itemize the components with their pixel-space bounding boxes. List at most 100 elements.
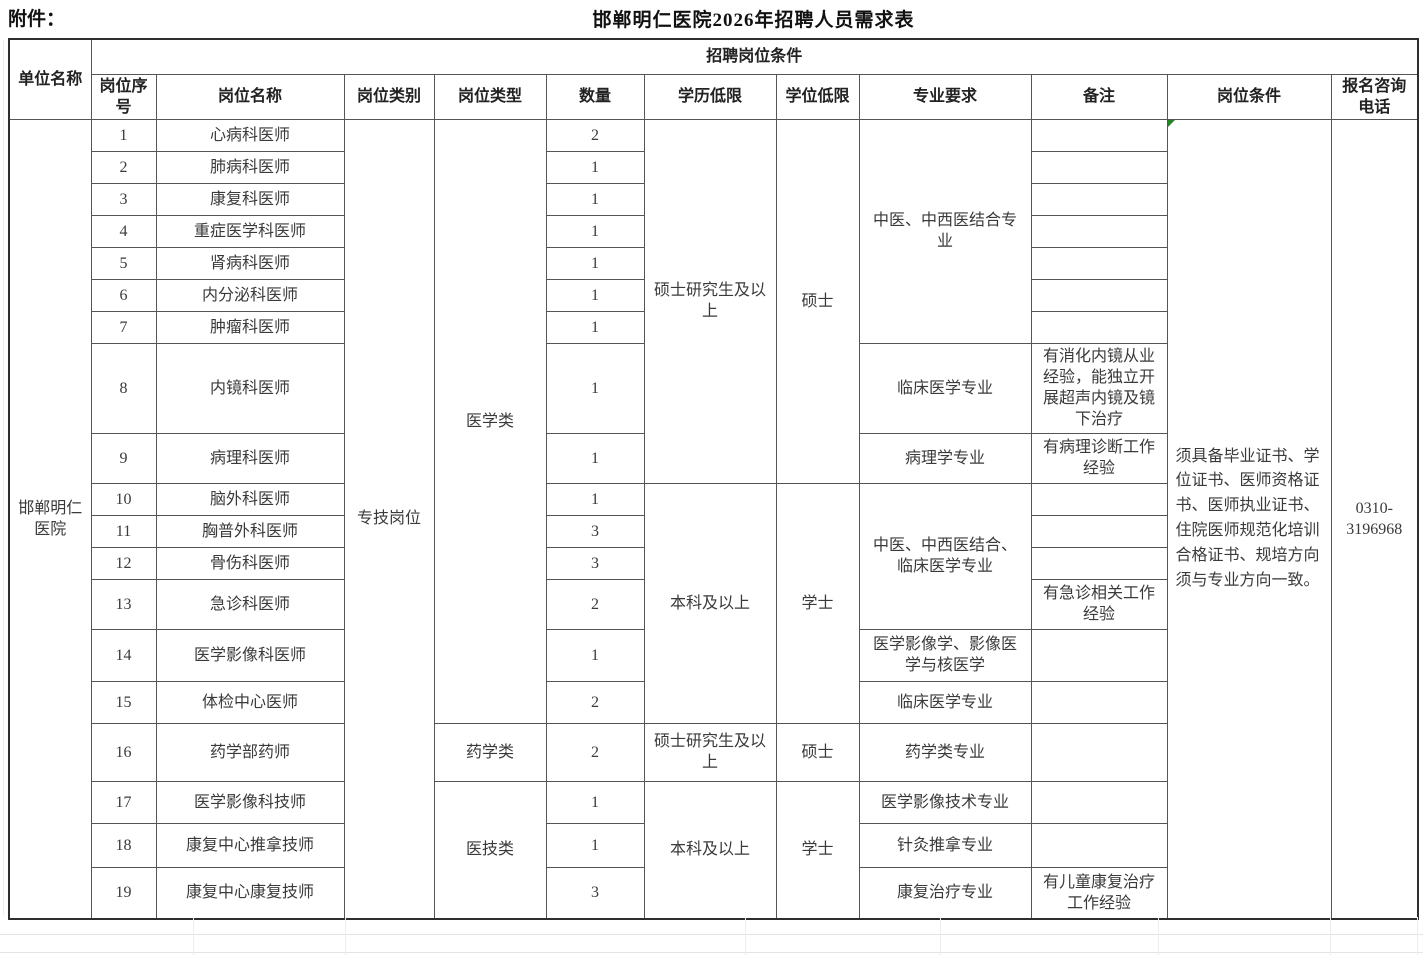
header-condition: 岗位条件: [1166, 73, 1332, 120]
cell-remark: 有消化内镜从业经验，能独立开展超声内镜及镜下治疗: [1030, 342, 1168, 434]
cell-remark: [1030, 246, 1168, 280]
cell-position-name: 医学影像科技师: [155, 780, 345, 824]
cell-position-name: 肺病科医师: [155, 150, 345, 184]
cell-seq: 3: [90, 182, 157, 216]
cell-quantity: 3: [545, 546, 645, 580]
cell-position-name: 脑外科医师: [155, 482, 345, 516]
cell-category: 专技岗位: [343, 118, 435, 920]
spreadsheet-gridline: [193, 917, 194, 955]
recruitment-table: 单位名称 招聘岗位条件 岗位序号 岗位名称 岗位类别 岗位类型 数量 学历低限 …: [8, 38, 1419, 921]
cell-quantity: 2: [545, 722, 645, 782]
spreadsheet-gridline: [345, 917, 346, 955]
error-indicator-icon: [1168, 120, 1175, 127]
cell-remark: [1030, 214, 1168, 248]
cell-quantity: 1: [545, 432, 645, 484]
cell-quantity: 1: [545, 342, 645, 434]
cell-major: 中医、中西医结合专业: [858, 118, 1032, 344]
cell-remark: [1030, 278, 1168, 312]
cell-quantity: 3: [545, 514, 645, 548]
cell-seq: 11: [90, 514, 157, 548]
cell-major: 病理学专业: [858, 432, 1032, 484]
cell-phone: 0310-3196968: [1330, 118, 1419, 920]
cell-quantity: 1: [545, 278, 645, 312]
header-education: 学历低限: [643, 73, 777, 120]
cell-degree: 学士: [775, 482, 860, 724]
cell-position-name: 急诊科医师: [155, 578, 345, 630]
cell-position-name: 内分泌科医师: [155, 278, 345, 312]
cell-remark: [1030, 628, 1168, 682]
cell-seq: 18: [90, 822, 157, 868]
cell-education: 硕士研究生及以上: [643, 722, 777, 782]
cell-education: 本科及以上: [643, 780, 777, 920]
cell-seq: 7: [90, 310, 157, 344]
cell-position-name: 重症医学科医师: [155, 214, 345, 248]
cell-position-name: 体检中心医师: [155, 680, 345, 724]
table-row: 18 康复中心推拿技师 1 针灸推拿专业: [9, 822, 1418, 868]
spreadsheet-gridline: [1417, 917, 1418, 955]
cell-education: 硕士研究生及以上: [643, 118, 777, 484]
header-category: 岗位类别: [343, 73, 435, 120]
cell-quantity: 2: [545, 118, 645, 152]
spreadsheet-gridline: [1330, 917, 1331, 955]
cell-quantity: 2: [545, 680, 645, 724]
cell-remark: [1030, 546, 1168, 580]
cell-type-medical: 医学类: [433, 118, 547, 724]
cell-seq: 12: [90, 546, 157, 580]
cell-remark: [1030, 822, 1168, 868]
cell-quantity: 1: [545, 214, 645, 248]
cell-position-name: 骨伤科医师: [155, 546, 345, 580]
spreadsheet-gridline: [940, 917, 941, 955]
cell-seq: 16: [90, 722, 157, 782]
cell-major: 中医、中西医结合、临床医学专业: [858, 482, 1032, 630]
cell-quantity: 1: [545, 822, 645, 868]
cell-major: 临床医学专业: [858, 342, 1032, 434]
table-row: 13 急诊科医师 2 有急诊相关工作经验: [9, 578, 1418, 630]
cell-quantity: 1: [545, 150, 645, 184]
cell-quantity: 2: [545, 578, 645, 630]
header-degree: 学位低限: [775, 73, 860, 120]
cell-degree: 学士: [775, 780, 860, 920]
table-row: 7 肿瘤科医师 1: [9, 310, 1418, 344]
table-row: 11 胸普外科医师 3: [9, 514, 1418, 548]
cell-seq: 6: [90, 278, 157, 312]
cell-quantity: 1: [545, 182, 645, 216]
cell-degree: 硕士: [775, 118, 860, 484]
header-position-name: 岗位名称: [155, 73, 345, 120]
spreadsheet-gridline: [0, 952, 1423, 953]
cell-position-name: 胸普外科医师: [155, 514, 345, 548]
cell-remark: [1030, 780, 1168, 824]
cell-major: 药学类专业: [858, 722, 1032, 782]
table-row: 10 脑外科医师 1 本科及以上 学士 中医、中西医结合、临床医学专业: [9, 482, 1418, 724]
table-row: 8 内镜科医师 1 临床医学专业 有消化内镜从业经验，能独立开展超声内镜及镜下治…: [9, 342, 1418, 434]
cell-remark: [1030, 118, 1168, 152]
cell-quantity: 1: [545, 628, 645, 682]
cell-seq: 5: [90, 246, 157, 280]
cell-position-name: 内镜科医师: [155, 342, 345, 434]
table-row: 15 体检中心医师 2 临床医学专业: [9, 680, 1418, 724]
cell-position-name: 肿瘤科医师: [155, 310, 345, 344]
cell-remark: 有儿童康复治疗工作经验: [1030, 866, 1168, 920]
page-title: 邯郸明仁医院2026年招聘人员需求表: [592, 10, 915, 31]
cell-remark: [1030, 680, 1168, 724]
cell-seq: 14: [90, 628, 157, 682]
cell-seq: 4: [90, 214, 157, 248]
header-major: 专业要求: [858, 73, 1032, 120]
cell-seq: 8: [90, 342, 157, 434]
cell-major: 针灸推拿专业: [858, 822, 1032, 868]
cell-quantity: 1: [545, 246, 645, 280]
cell-position-name: 康复科医师: [155, 182, 345, 216]
table-row: 5 肾病科医师 1: [9, 246, 1418, 280]
table-row: 17 医学影像科技师 医技类 1 本科及以上 学士 医学影像技术专业: [9, 780, 1418, 920]
cell-remark: 有病理诊断工作经验: [1030, 432, 1168, 484]
cell-seq: 9: [90, 432, 157, 484]
cell-position-name: 病理科医师: [155, 432, 345, 484]
cell-seq: 15: [90, 680, 157, 724]
cell-education: 本科及以上: [643, 482, 777, 724]
attachment-label: 附件：: [8, 9, 66, 30]
cell-quantity: 1: [545, 780, 645, 824]
header-seq: 岗位序号: [90, 73, 157, 120]
table-row: 2 肺病科医师 1: [9, 150, 1418, 184]
cell-quantity: 3: [545, 866, 645, 920]
cell-position-name: 肾病科医师: [155, 246, 345, 280]
header-quantity: 数量: [545, 73, 645, 120]
